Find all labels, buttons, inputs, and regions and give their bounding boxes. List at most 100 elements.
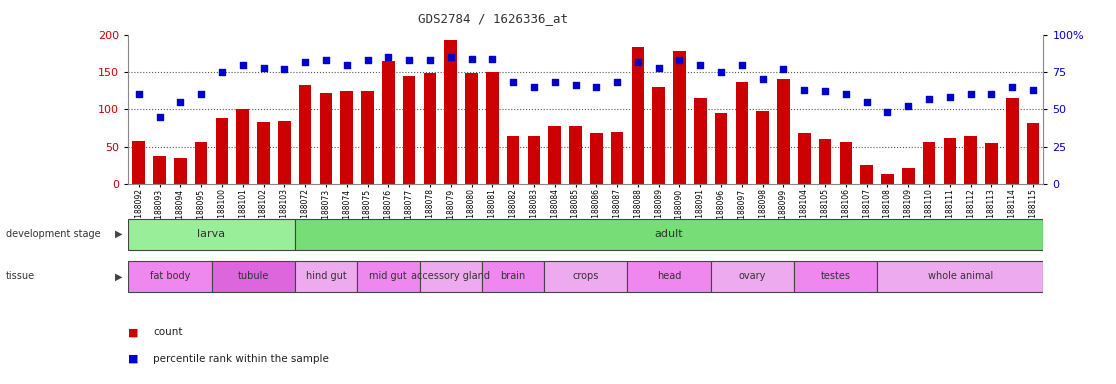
Text: accessory gland: accessory gland — [411, 271, 490, 281]
Point — [358, 57, 376, 63]
Bar — [278, 121, 290, 184]
Bar — [985, 143, 998, 184]
Point — [920, 96, 937, 102]
FancyBboxPatch shape — [212, 261, 295, 292]
Point — [379, 54, 397, 60]
Point — [608, 79, 626, 86]
FancyBboxPatch shape — [357, 261, 420, 292]
Bar — [798, 133, 810, 184]
Bar — [424, 73, 436, 184]
Bar — [923, 142, 935, 184]
Bar — [382, 61, 395, 184]
Point — [421, 57, 439, 63]
Point — [733, 61, 751, 68]
Bar — [964, 136, 976, 184]
Point — [234, 61, 252, 68]
Point — [129, 91, 147, 98]
FancyBboxPatch shape — [545, 261, 627, 292]
Bar — [507, 136, 519, 184]
Text: ▶: ▶ — [115, 271, 123, 281]
Bar — [299, 86, 311, 184]
Bar — [195, 142, 208, 184]
Text: count: count — [153, 327, 182, 337]
Bar — [860, 165, 873, 184]
Text: whole animal: whole animal — [927, 271, 993, 281]
Bar — [319, 93, 333, 184]
Bar — [694, 98, 706, 184]
Point — [525, 84, 542, 90]
Point — [941, 94, 959, 101]
Point — [192, 91, 210, 98]
Bar — [777, 79, 790, 184]
Bar — [340, 91, 353, 184]
Bar — [569, 126, 581, 184]
Point — [1024, 87, 1042, 93]
Text: brain: brain — [500, 271, 526, 281]
Bar — [839, 142, 853, 184]
Point — [442, 54, 460, 60]
Text: development stage: development stage — [6, 229, 100, 239]
FancyBboxPatch shape — [482, 261, 545, 292]
FancyBboxPatch shape — [128, 261, 212, 292]
Text: hind gut: hind gut — [306, 271, 346, 281]
Bar — [487, 72, 499, 184]
Point — [1003, 84, 1021, 90]
Bar — [902, 168, 914, 184]
Text: mid gut: mid gut — [369, 271, 407, 281]
Text: ▶: ▶ — [115, 229, 123, 239]
Text: ■: ■ — [128, 327, 138, 337]
Bar — [653, 87, 665, 184]
FancyBboxPatch shape — [711, 261, 793, 292]
Point — [317, 57, 335, 63]
Point — [982, 91, 1000, 98]
Bar — [882, 174, 894, 184]
Bar — [590, 133, 603, 184]
Bar — [153, 156, 166, 184]
Bar — [1027, 123, 1039, 184]
Bar — [610, 132, 624, 184]
Point — [816, 88, 834, 94]
Point — [296, 58, 314, 65]
Bar — [548, 126, 561, 184]
Bar — [403, 76, 415, 184]
Bar — [444, 40, 456, 184]
Text: tubule: tubule — [238, 271, 269, 281]
Point — [254, 65, 272, 71]
FancyBboxPatch shape — [295, 219, 1043, 250]
Point — [650, 65, 667, 71]
Bar — [258, 122, 270, 184]
Text: adult: adult — [655, 228, 683, 238]
Point — [546, 79, 564, 86]
Point — [671, 57, 689, 63]
Point — [151, 114, 169, 120]
Point — [629, 58, 647, 65]
Text: fat body: fat body — [150, 271, 190, 281]
Text: GDS2784 / 1626336_at: GDS2784 / 1626336_at — [418, 12, 568, 25]
Bar — [757, 111, 769, 184]
Bar — [528, 136, 540, 184]
Bar — [133, 141, 145, 184]
Bar — [362, 91, 374, 184]
FancyBboxPatch shape — [793, 261, 877, 292]
Point — [775, 66, 792, 72]
FancyBboxPatch shape — [295, 261, 357, 292]
Bar — [215, 118, 228, 184]
Text: tissue: tissue — [6, 271, 35, 281]
Bar — [819, 139, 831, 184]
Point — [837, 91, 855, 98]
Point — [712, 69, 730, 75]
FancyBboxPatch shape — [877, 261, 1043, 292]
Point — [276, 66, 294, 72]
Bar — [174, 158, 186, 184]
Point — [692, 61, 710, 68]
Bar — [632, 47, 644, 184]
Bar — [715, 113, 728, 184]
FancyBboxPatch shape — [420, 261, 482, 292]
FancyBboxPatch shape — [128, 219, 295, 250]
Point — [587, 84, 605, 90]
Point — [463, 55, 481, 61]
Point — [172, 99, 190, 105]
Text: percentile rank within the sample: percentile rank within the sample — [153, 354, 329, 364]
Bar — [735, 82, 748, 184]
Text: ■: ■ — [128, 354, 138, 364]
